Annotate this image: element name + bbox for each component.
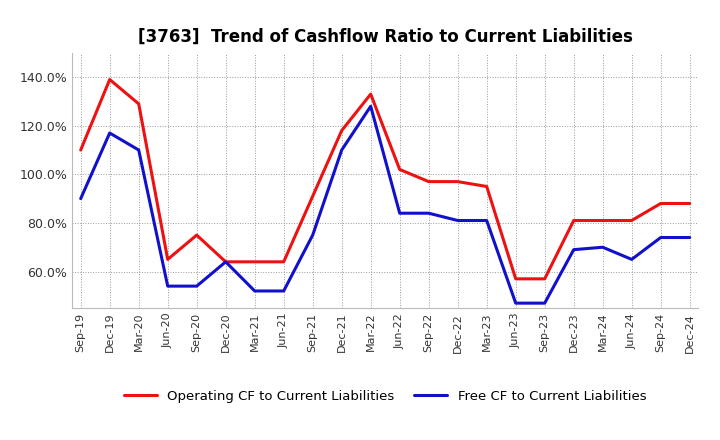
Free CF to Current Liabilities	[338, 147, 346, 153]
Operating CF to Current Liabilities	[424, 179, 433, 184]
Operating CF to Current Liabilities	[366, 92, 375, 97]
Free CF to Current Liabilities	[541, 301, 549, 306]
Free CF to Current Liabilities	[308, 232, 317, 238]
Free CF to Current Liabilities	[105, 130, 114, 136]
Free CF to Current Liabilities	[454, 218, 462, 223]
Free CF to Current Liabilities	[627, 257, 636, 262]
Operating CF to Current Liabilities	[135, 101, 143, 106]
Title: [3763]  Trend of Cashflow Ratio to Current Liabilities: [3763] Trend of Cashflow Ratio to Curren…	[138, 28, 633, 46]
Operating CF to Current Liabilities	[192, 232, 201, 238]
Free CF to Current Liabilities	[192, 283, 201, 289]
Legend: Operating CF to Current Liabilities, Free CF to Current Liabilities: Operating CF to Current Liabilities, Fre…	[119, 385, 652, 409]
Operating CF to Current Liabilities	[541, 276, 549, 282]
Free CF to Current Liabilities	[76, 196, 85, 201]
Free CF to Current Liabilities	[366, 104, 375, 109]
Operating CF to Current Liabilities	[251, 259, 259, 264]
Free CF to Current Liabilities	[135, 147, 143, 153]
Operating CF to Current Liabilities	[454, 179, 462, 184]
Free CF to Current Liabilities	[221, 259, 230, 264]
Operating CF to Current Liabilities	[76, 147, 85, 153]
Free CF to Current Liabilities	[570, 247, 578, 252]
Operating CF to Current Liabilities	[511, 276, 520, 282]
Operating CF to Current Liabilities	[279, 259, 288, 264]
Free CF to Current Liabilities	[511, 301, 520, 306]
Free CF to Current Liabilities	[251, 288, 259, 293]
Operating CF to Current Liabilities	[308, 194, 317, 199]
Operating CF to Current Liabilities	[105, 77, 114, 82]
Operating CF to Current Liabilities	[598, 218, 607, 223]
Operating CF to Current Liabilities	[338, 128, 346, 133]
Free CF to Current Liabilities	[424, 211, 433, 216]
Free CF to Current Liabilities	[685, 235, 694, 240]
Free CF to Current Liabilities	[598, 245, 607, 250]
Free CF to Current Liabilities	[395, 211, 404, 216]
Operating CF to Current Liabilities	[627, 218, 636, 223]
Operating CF to Current Liabilities	[163, 257, 172, 262]
Free CF to Current Liabilities	[482, 218, 491, 223]
Operating CF to Current Liabilities	[482, 184, 491, 189]
Line: Operating CF to Current Liabilities: Operating CF to Current Liabilities	[81, 80, 690, 279]
Operating CF to Current Liabilities	[221, 259, 230, 264]
Free CF to Current Liabilities	[279, 288, 288, 293]
Free CF to Current Liabilities	[657, 235, 665, 240]
Free CF to Current Liabilities	[163, 283, 172, 289]
Operating CF to Current Liabilities	[395, 167, 404, 172]
Line: Free CF to Current Liabilities: Free CF to Current Liabilities	[81, 106, 690, 303]
Operating CF to Current Liabilities	[685, 201, 694, 206]
Operating CF to Current Liabilities	[657, 201, 665, 206]
Operating CF to Current Liabilities	[570, 218, 578, 223]
